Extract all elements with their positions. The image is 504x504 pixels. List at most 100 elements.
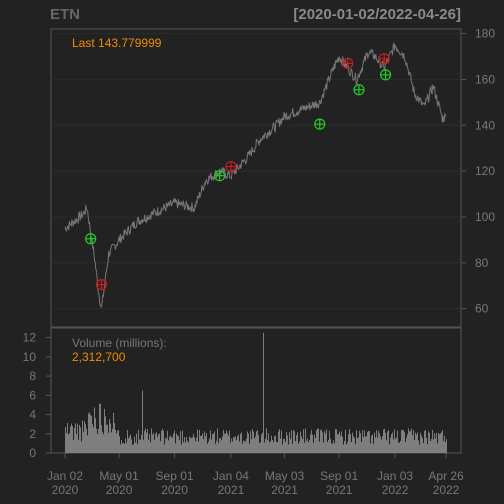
volume-bar	[289, 432, 290, 453]
volume-bar	[65, 427, 66, 453]
volume-bar	[315, 438, 316, 453]
volume-bar	[427, 444, 428, 453]
volume-bar	[93, 427, 94, 453]
volume-bar	[105, 416, 106, 453]
volume-bar	[135, 442, 136, 453]
volume-bar	[122, 443, 123, 453]
chart-date-range: [2020-01-02/2022-04-26]	[293, 6, 461, 23]
volume-bar	[232, 441, 233, 453]
volume-bar	[373, 443, 374, 453]
volume-bar	[202, 433, 203, 453]
volume-bar	[414, 439, 415, 453]
volume-bar	[409, 431, 410, 453]
volume-legend-label: Volume (millions):	[72, 336, 167, 350]
volume-bar	[163, 430, 164, 453]
volume-bar	[361, 442, 362, 453]
volume-bar	[247, 431, 248, 453]
volume-bar	[383, 429, 384, 453]
volume-bar	[408, 428, 409, 453]
volume-bar	[294, 431, 295, 453]
volume-bar	[143, 439, 144, 453]
volume-bar	[209, 438, 210, 453]
volume-bar	[148, 439, 149, 453]
volume-bar	[410, 431, 411, 453]
volume-bar	[434, 433, 435, 453]
volume-bar	[77, 423, 78, 453]
volume-bar	[256, 431, 257, 453]
volume-bar	[337, 434, 338, 453]
volume-bar	[429, 432, 430, 453]
volume-bar	[69, 433, 70, 453]
volume-bar	[419, 444, 420, 453]
volume-bar	[141, 434, 142, 453]
date-tick-year: 2020	[52, 483, 79, 497]
volume-bar	[344, 440, 345, 453]
volume-bar	[308, 442, 309, 453]
volume-bar	[283, 438, 284, 453]
volume-bar	[257, 430, 258, 453]
volume-bar	[199, 429, 200, 453]
volume-bar	[347, 442, 348, 453]
price-tick-label: 120	[475, 164, 495, 178]
volume-bar	[379, 433, 380, 453]
volume-bar	[194, 437, 195, 453]
volume-bar	[219, 438, 220, 453]
volume-bar	[264, 442, 265, 453]
volume-bar	[277, 442, 278, 453]
date-tick-year: 2021	[271, 483, 298, 497]
volume-bar	[207, 443, 208, 453]
volume-bar	[426, 437, 427, 453]
volume-bar	[330, 438, 331, 453]
volume-bar	[430, 441, 431, 453]
volume-bar	[306, 440, 307, 453]
volume-bar	[230, 442, 231, 453]
price-tick-label: 140	[475, 118, 495, 132]
volume-bar	[66, 433, 67, 453]
volume-tick-label: 4	[29, 408, 36, 422]
volume-bar	[118, 429, 119, 453]
volume-bar	[412, 435, 413, 453]
volume-bar	[223, 429, 224, 453]
volume-bar	[167, 430, 168, 453]
trade-signals	[85, 53, 392, 291]
volume-bar	[445, 442, 446, 453]
volume-bar	[164, 444, 165, 453]
volume-bar	[166, 438, 167, 453]
volume-bar	[78, 439, 79, 453]
volume-bar	[87, 435, 88, 453]
volume-bar	[397, 430, 398, 453]
volume-bar	[218, 442, 219, 453]
volume-bar	[349, 429, 350, 453]
volume-bar	[287, 435, 288, 453]
volume-bar	[120, 444, 121, 453]
volume-bar	[263, 332, 264, 453]
volume-bar	[266, 428, 267, 453]
volume-bar	[382, 436, 383, 453]
volume-bar	[360, 433, 361, 453]
volume-bar	[190, 437, 191, 453]
volume-bar	[390, 437, 391, 453]
volume-bar	[67, 423, 68, 453]
volume-bar	[317, 428, 318, 453]
volume-bar	[106, 424, 107, 453]
volume-bar	[97, 434, 98, 453]
volume-bar	[322, 432, 323, 453]
volume-bar	[395, 438, 396, 453]
volume-bar	[189, 436, 190, 453]
volume-bar	[399, 442, 400, 453]
volume-bar	[346, 444, 347, 453]
volume-bar	[428, 431, 429, 453]
volume-bar	[220, 438, 221, 453]
price-line	[64, 42, 447, 309]
date-tick-label: Jan 04	[213, 469, 249, 483]
volume-bar	[237, 436, 238, 453]
volume-bar	[102, 431, 103, 453]
volume-bar	[405, 441, 406, 453]
volume-bar	[269, 442, 270, 453]
volume-bar	[318, 428, 319, 453]
volume-bar	[398, 442, 399, 453]
volume-bar	[110, 423, 111, 453]
volume-bar	[376, 430, 377, 453]
grid-lines	[51, 33, 461, 310]
volume-bar	[423, 443, 424, 453]
